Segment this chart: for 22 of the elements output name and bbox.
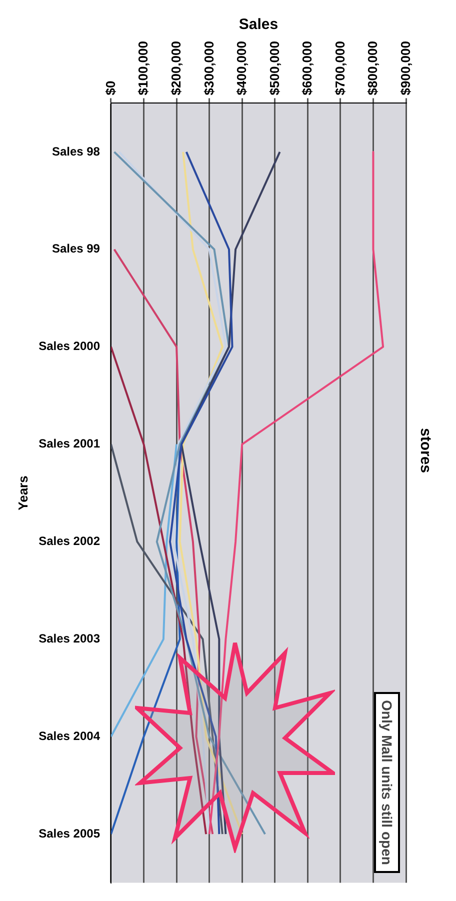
y-axis-title: Years bbox=[15, 476, 30, 510]
x-tick-label: $600,000 bbox=[300, 40, 315, 96]
text: stores bbox=[416, 428, 434, 474]
x-tick-label: $400,000 bbox=[234, 40, 250, 96]
x-tick-label: $800,000 bbox=[365, 40, 380, 96]
annotation: Only Mall units still open bbox=[374, 692, 400, 873]
x-tick-label: $900,000 bbox=[398, 40, 413, 96]
x-tick-label: $700,000 bbox=[332, 40, 348, 96]
y-tick-label: Sales 2003 bbox=[38, 631, 100, 646]
x-tick-label: $100,000 bbox=[136, 40, 151, 96]
y-tick-label: Sales 2005 bbox=[38, 826, 100, 840]
x-tick-label: $300,000 bbox=[201, 40, 216, 96]
y-tick-label: Sales 2002 bbox=[38, 534, 100, 548]
y-tick-label: Sales 2000 bbox=[38, 339, 100, 354]
y-tick-label: Sales 2004 bbox=[38, 728, 100, 743]
y-tick-label: Sales 98 bbox=[52, 144, 100, 158]
y-tick-label: Sales 2001 bbox=[38, 436, 100, 451]
x-tick-label: $500,000 bbox=[266, 40, 282, 96]
x-axis-title: Sales bbox=[238, 16, 278, 34]
x-tick-label: $0 bbox=[102, 80, 118, 96]
y-tick-label: Sales 99 bbox=[52, 242, 100, 256]
x-tick-label: $200,000 bbox=[168, 40, 184, 96]
